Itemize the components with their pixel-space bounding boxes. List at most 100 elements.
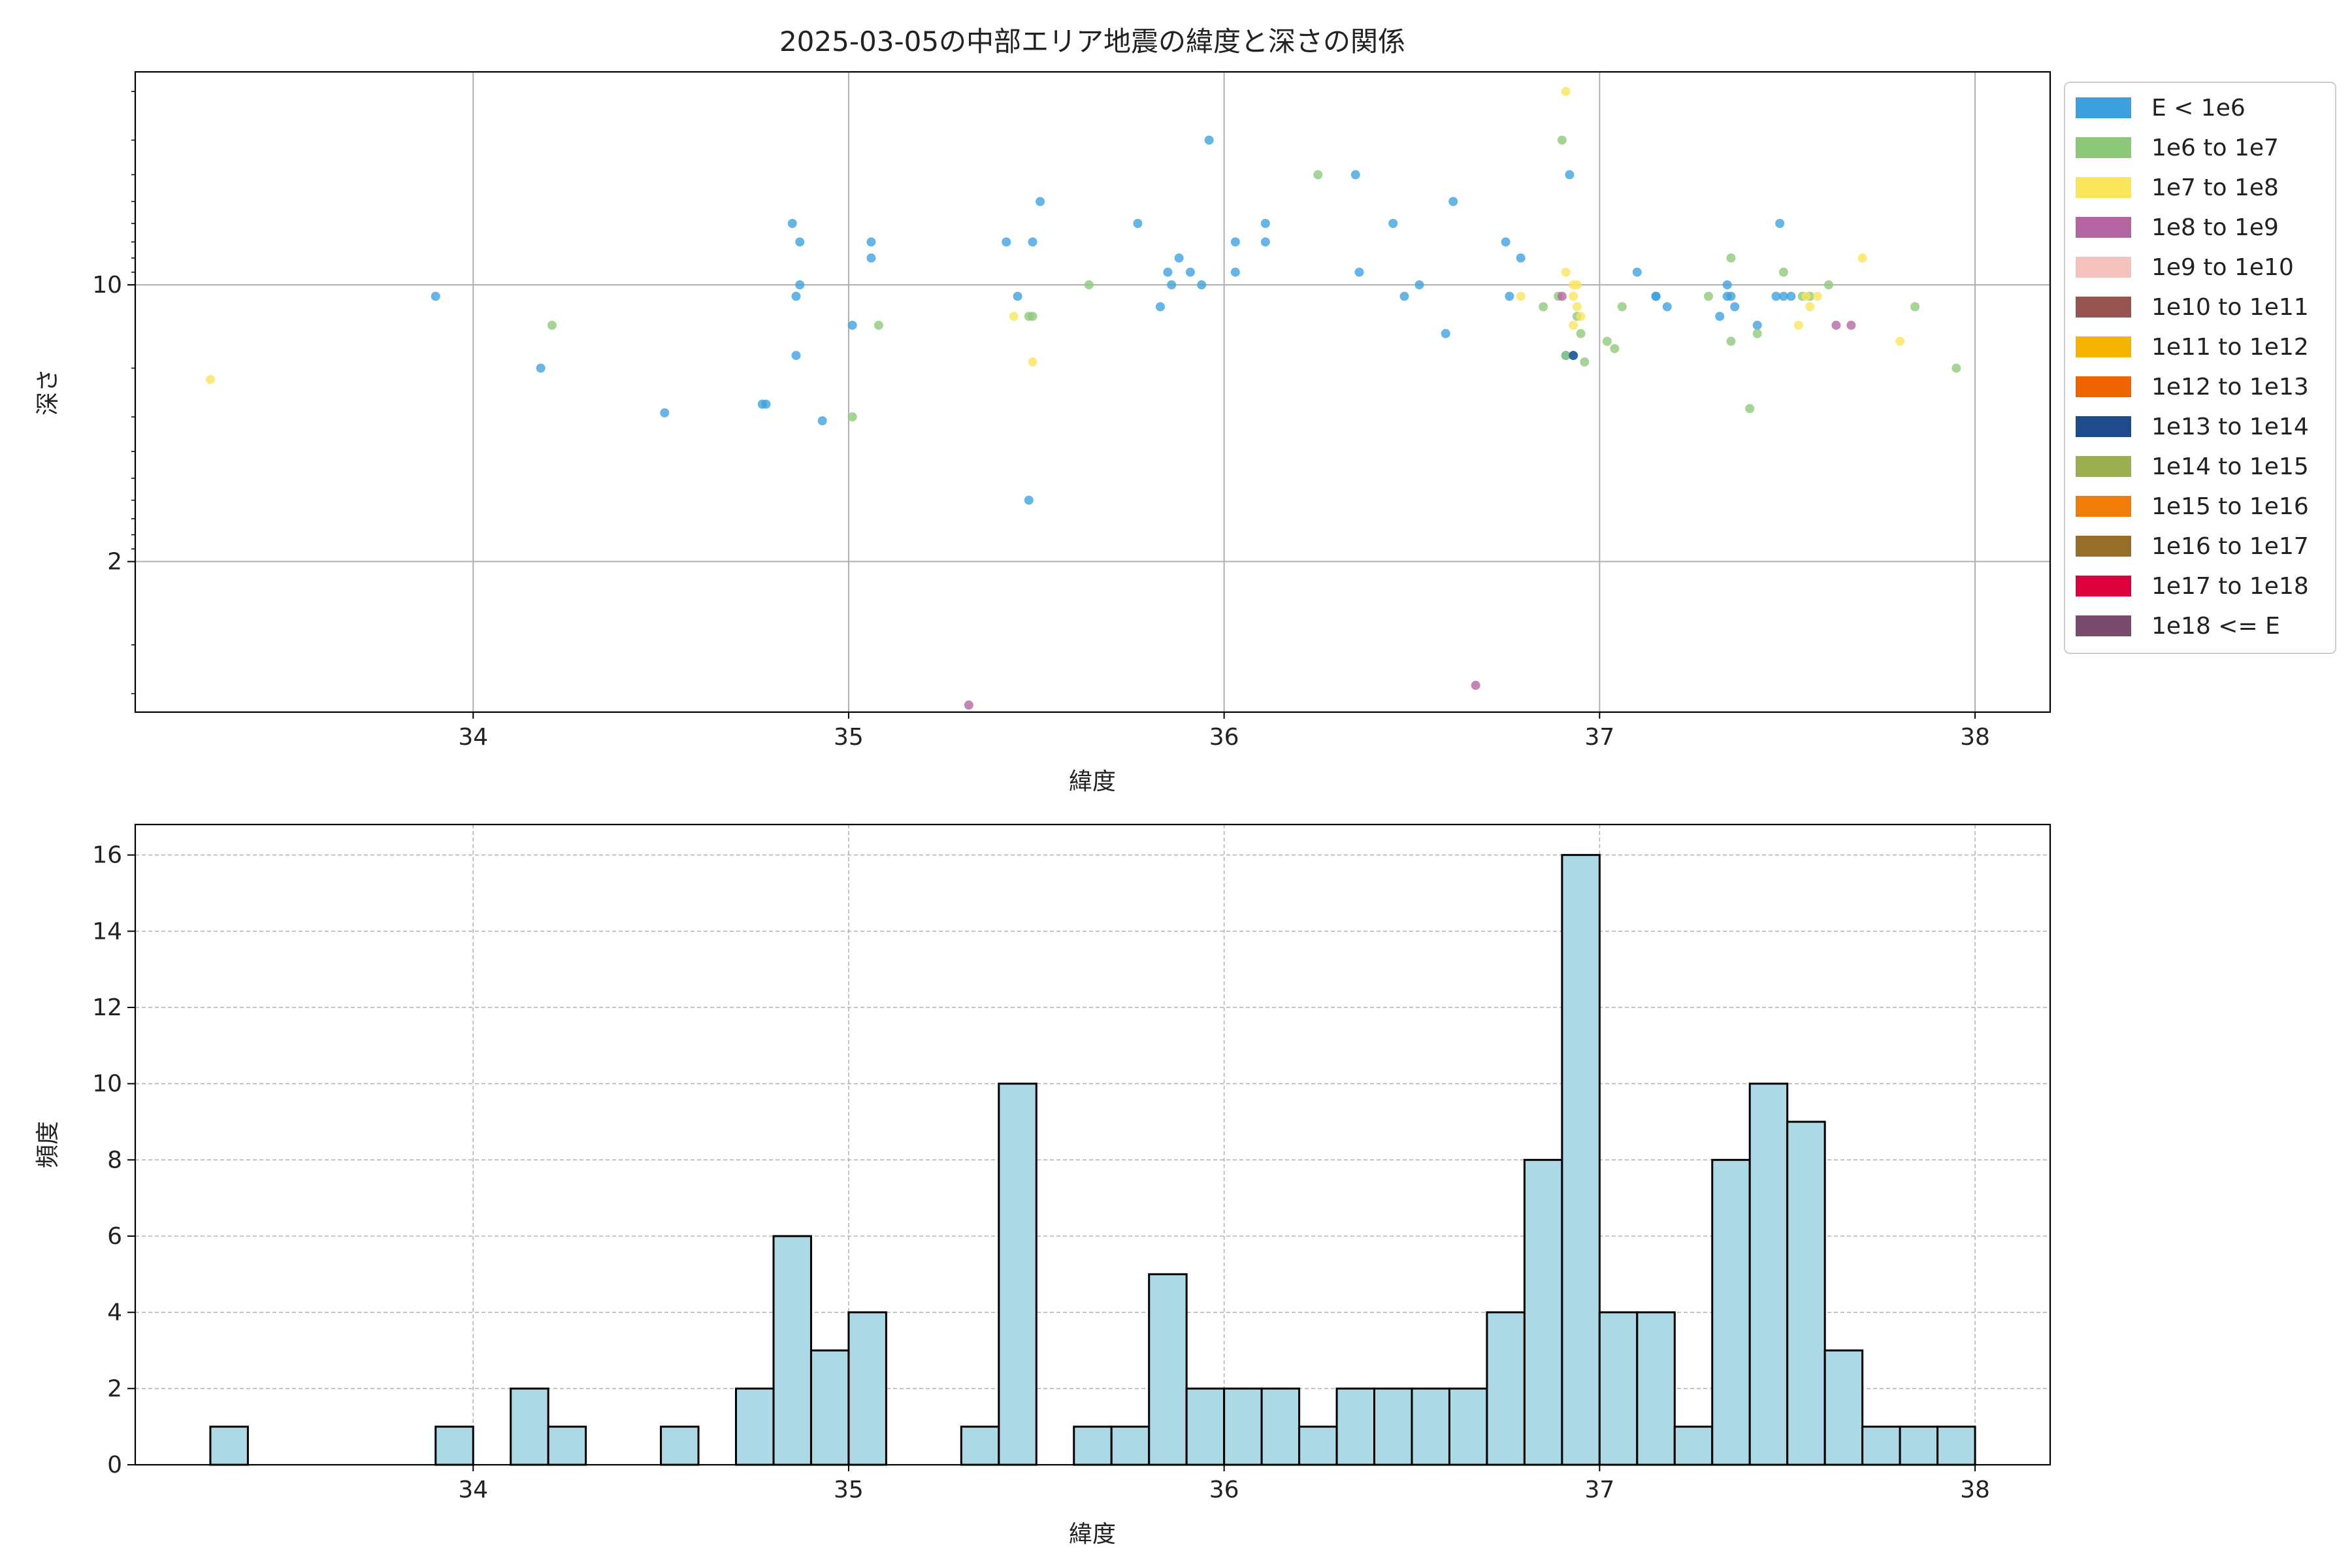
scatter-points (205, 86, 1961, 710)
scatter-point (1028, 312, 1037, 321)
legend-label: 1e13 to 1e14 (2151, 414, 2309, 440)
scatter-point (1778, 291, 1788, 301)
legend: E < 1e6 1e6 to 1e7 1e7 to 1e8 1e8 to 1e9 1e9… (2064, 82, 2336, 654)
histogram-y-tick-label: 10 (92, 1071, 122, 1098)
scatter-point (791, 351, 801, 361)
scatter-point (1084, 280, 1094, 289)
histogram-y-tick-label: 2 (107, 1375, 122, 1402)
legend-label: 1e15 to 1e16 (2151, 493, 2309, 520)
histogram-bar (1673, 1426, 1714, 1466)
histogram-y-tick-label: 0 (107, 1452, 122, 1478)
legend-label: 1e14 to 1e15 (2151, 453, 2309, 480)
scatter-point (874, 320, 883, 330)
scatter-point (660, 408, 670, 417)
scatter-point (1572, 302, 1582, 312)
histogram-bar (1448, 1387, 1488, 1466)
scatter-point (1715, 312, 1725, 321)
scatter-point (1745, 404, 1755, 414)
legend-label: 1e11 to 1e12 (2151, 334, 2309, 361)
histogram-bar (998, 1083, 1037, 1466)
legend-frame (2064, 82, 2336, 654)
scatter-point (1163, 267, 1173, 277)
scatter-point (1354, 267, 1364, 277)
scatter-point (536, 363, 546, 373)
scatter-point (1704, 291, 1714, 301)
legend-swatch (2076, 416, 2131, 437)
legend-swatch (2076, 217, 2131, 238)
legend-swatch (2076, 257, 2131, 278)
scatter-axes-frame (134, 71, 2051, 713)
scatter-point (1580, 357, 1590, 367)
scatter-point (1155, 302, 1165, 312)
scatter-point (1350, 170, 1360, 180)
scatter-point (1952, 363, 1961, 373)
scatter-y-tick-label: 2 (107, 549, 122, 576)
scatter-point (1771, 291, 1781, 301)
scatter-x-axis-label: 緯度 (1069, 768, 1116, 795)
scatter-point (1133, 218, 1143, 228)
histogram-bar (809, 1349, 850, 1466)
scatter-point (1752, 329, 1762, 338)
scatter-point (1561, 351, 1571, 361)
scatter-point (1617, 302, 1627, 312)
legend-label: 1e10 to 1e11 (2151, 294, 2309, 321)
histogram-bar (1298, 1426, 1338, 1466)
histogram-x-tick-label: 35 (834, 1477, 864, 1503)
scatter-point (1722, 280, 1732, 289)
scatter-point (795, 237, 805, 247)
scatter-point (795, 280, 805, 289)
scatter-point (1602, 336, 1612, 346)
legend-swatch (2076, 336, 2131, 357)
histogram-bar (1110, 1426, 1151, 1466)
histogram-bar (1411, 1387, 1450, 1466)
histogram-bar (1335, 1387, 1376, 1466)
scatter-title: 2025-03-05の中部エリア地震の緯度と深さの関係 (779, 25, 1405, 57)
scatter-point (1846, 320, 1856, 330)
histogram-x-tick-label: 38 (1960, 1477, 1990, 1503)
histogram-bar (510, 1387, 549, 1466)
histogram-bar (1598, 1311, 1639, 1466)
scatter-point (1895, 336, 1905, 346)
histogram-bar (1486, 1311, 1526, 1466)
scatter-point (1230, 267, 1240, 277)
scatter-point (787, 218, 797, 228)
histogram-x-ticks: 34 35 36 37 38 (458, 1465, 1990, 1503)
histogram-bar (1786, 1120, 1826, 1466)
scatter-point (1569, 351, 1578, 361)
scatter-point (1516, 253, 1526, 263)
histogram-y-tick-label: 6 (107, 1223, 122, 1250)
scatter-point (1793, 320, 1803, 330)
scatter-point (1610, 344, 1620, 353)
legend-label: E < 1e6 (2151, 95, 2246, 122)
scatter-point (1910, 302, 1920, 312)
histogram-bar (1561, 854, 1601, 1466)
histogram-x-tick-label: 36 (1209, 1477, 1239, 1503)
histogram-bar (1748, 1083, 1789, 1466)
histogram-bar (1260, 1387, 1301, 1466)
histogram-bar (772, 1235, 812, 1466)
scatter-point (847, 320, 857, 330)
scatter-point (1726, 336, 1736, 346)
scatter-point (1812, 291, 1822, 301)
histogram-bar (660, 1426, 700, 1466)
legend-label: 1e16 to 1e17 (2151, 533, 2309, 560)
histogram-y-axis-label: 頻度 (35, 1121, 61, 1168)
scatter-point (1801, 291, 1811, 301)
histogram-bar (1899, 1426, 1939, 1466)
histogram-x-tick-label: 37 (1584, 1477, 1614, 1503)
histogram-bar (1861, 1426, 1901, 1466)
histogram-y-tick-label: 16 (92, 842, 122, 869)
histogram-x-axis-label: 緯度 (1069, 1521, 1116, 1548)
scatter-point (1752, 320, 1762, 330)
scatter-point (1651, 291, 1661, 301)
scatter-point (1260, 237, 1270, 247)
histogram-bars (209, 854, 1976, 1466)
scatter-point (1028, 237, 1037, 247)
scatter-point (1775, 218, 1785, 228)
scatter-point (1185, 267, 1195, 277)
legend-swatch (2076, 297, 2131, 318)
histogram-y-tick-label: 4 (107, 1299, 122, 1326)
scatter-point (1778, 267, 1788, 277)
scatter-point (1857, 253, 1867, 263)
scatter-point (1002, 237, 1011, 247)
